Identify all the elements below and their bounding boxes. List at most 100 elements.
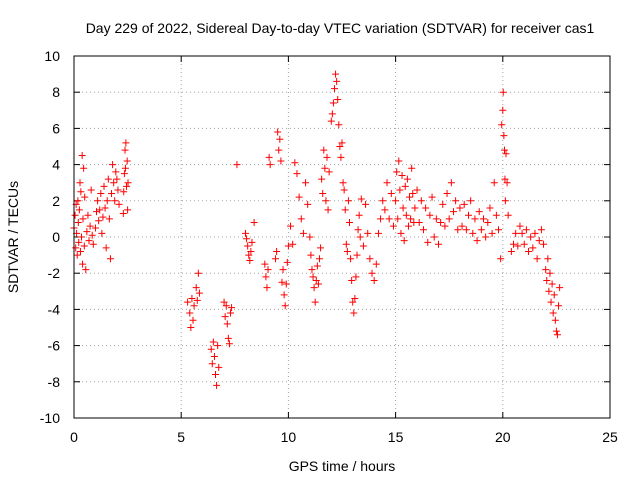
- data-point: [310, 284, 318, 292]
- data-point: [535, 237, 543, 245]
- data-point: [397, 229, 405, 237]
- data-point: [281, 302, 289, 310]
- data-point: [398, 171, 406, 179]
- data-point: [263, 284, 271, 292]
- data-point: [407, 215, 415, 223]
- data-point: [112, 168, 120, 176]
- data-point: [302, 179, 310, 187]
- data-point: [362, 200, 370, 208]
- y-tick-label: -4: [48, 301, 61, 317]
- data-point: [83, 228, 91, 236]
- data-point: [500, 132, 508, 140]
- data-point: [224, 334, 232, 342]
- data-point: [277, 157, 285, 165]
- data-point: [340, 186, 348, 194]
- data-point: [243, 235, 251, 243]
- data-point: [246, 257, 254, 265]
- data-point: [394, 215, 402, 223]
- data-point: [276, 135, 284, 143]
- data-point: [452, 197, 460, 205]
- data-point: [113, 175, 121, 183]
- data-point: [553, 331, 561, 339]
- data-point: [351, 295, 359, 303]
- data-point: [550, 291, 558, 299]
- data-point: [273, 247, 281, 255]
- data-point: [374, 229, 382, 237]
- data-point: [432, 215, 440, 223]
- data-point: [445, 215, 453, 223]
- data-point: [78, 152, 86, 160]
- data-point: [531, 229, 539, 237]
- data-point: [330, 85, 338, 93]
- data-point: [348, 276, 356, 284]
- data-point: [309, 273, 317, 281]
- data-point: [124, 206, 132, 214]
- data-point: [110, 179, 118, 187]
- data-point: [422, 204, 430, 212]
- x-tick-label: 25: [602, 429, 618, 445]
- data-point: [115, 200, 123, 208]
- data-point: [293, 170, 301, 178]
- data-point: [72, 244, 80, 252]
- y-tick-label: 4: [52, 157, 60, 173]
- data-point: [96, 206, 104, 214]
- data-point: [492, 211, 500, 219]
- data-point: [395, 157, 403, 165]
- data-point: [77, 188, 85, 196]
- y-tick-label: 8: [52, 84, 60, 100]
- data-point: [546, 269, 554, 277]
- data-point: [76, 179, 84, 187]
- data-point: [336, 143, 344, 150]
- data-point: [430, 233, 438, 241]
- data-point: [548, 280, 556, 288]
- data-point: [244, 242, 252, 250]
- data-point: [225, 340, 233, 348]
- data-point: [552, 327, 560, 335]
- data-point: [84, 211, 92, 219]
- data-point: [79, 215, 87, 223]
- data-point: [342, 240, 350, 248]
- data-point: [413, 186, 421, 194]
- data-point: [364, 229, 372, 237]
- data-point: [343, 247, 351, 255]
- data-point: [98, 229, 106, 237]
- data-point: [289, 240, 297, 248]
- data-point: [120, 170, 128, 178]
- data-point: [555, 302, 563, 310]
- data-point: [337, 153, 345, 161]
- data-point: [275, 146, 283, 154]
- data-point: [208, 360, 216, 368]
- data-point: [80, 242, 88, 250]
- data-point: [527, 233, 535, 241]
- data-point: [495, 226, 503, 234]
- data-point: [247, 247, 255, 255]
- data-point: [265, 153, 273, 161]
- data-point: [547, 298, 555, 306]
- data-point: [357, 195, 365, 203]
- data-point: [383, 179, 391, 187]
- chart-title: Day 229 of 2022, Sidereal Day-to-day VTE…: [86, 20, 595, 36]
- data-point: [80, 164, 88, 172]
- data-point: [482, 233, 490, 241]
- data-point: [282, 280, 290, 288]
- data-point: [262, 273, 270, 281]
- y-tick-labels: -10 -8 -6 -4 -2 0 2 4 6 8 10: [40, 48, 60, 426]
- data-point: [207, 345, 215, 353]
- data-point: [220, 298, 228, 306]
- data-point: [335, 121, 343, 129]
- data-point: [456, 204, 464, 212]
- data-point: [100, 182, 108, 190]
- y-tick-label: 2: [52, 193, 60, 209]
- data-point: [332, 70, 340, 78]
- data-point: [291, 159, 299, 167]
- data-point: [480, 215, 488, 223]
- data-point: [221, 313, 229, 321]
- data-point: [501, 175, 509, 183]
- data-point: [327, 117, 335, 125]
- data-point: [122, 139, 130, 147]
- data-point: [227, 309, 235, 317]
- data-point: [464, 211, 472, 219]
- data-point: [101, 204, 109, 212]
- data-point: [317, 244, 325, 252]
